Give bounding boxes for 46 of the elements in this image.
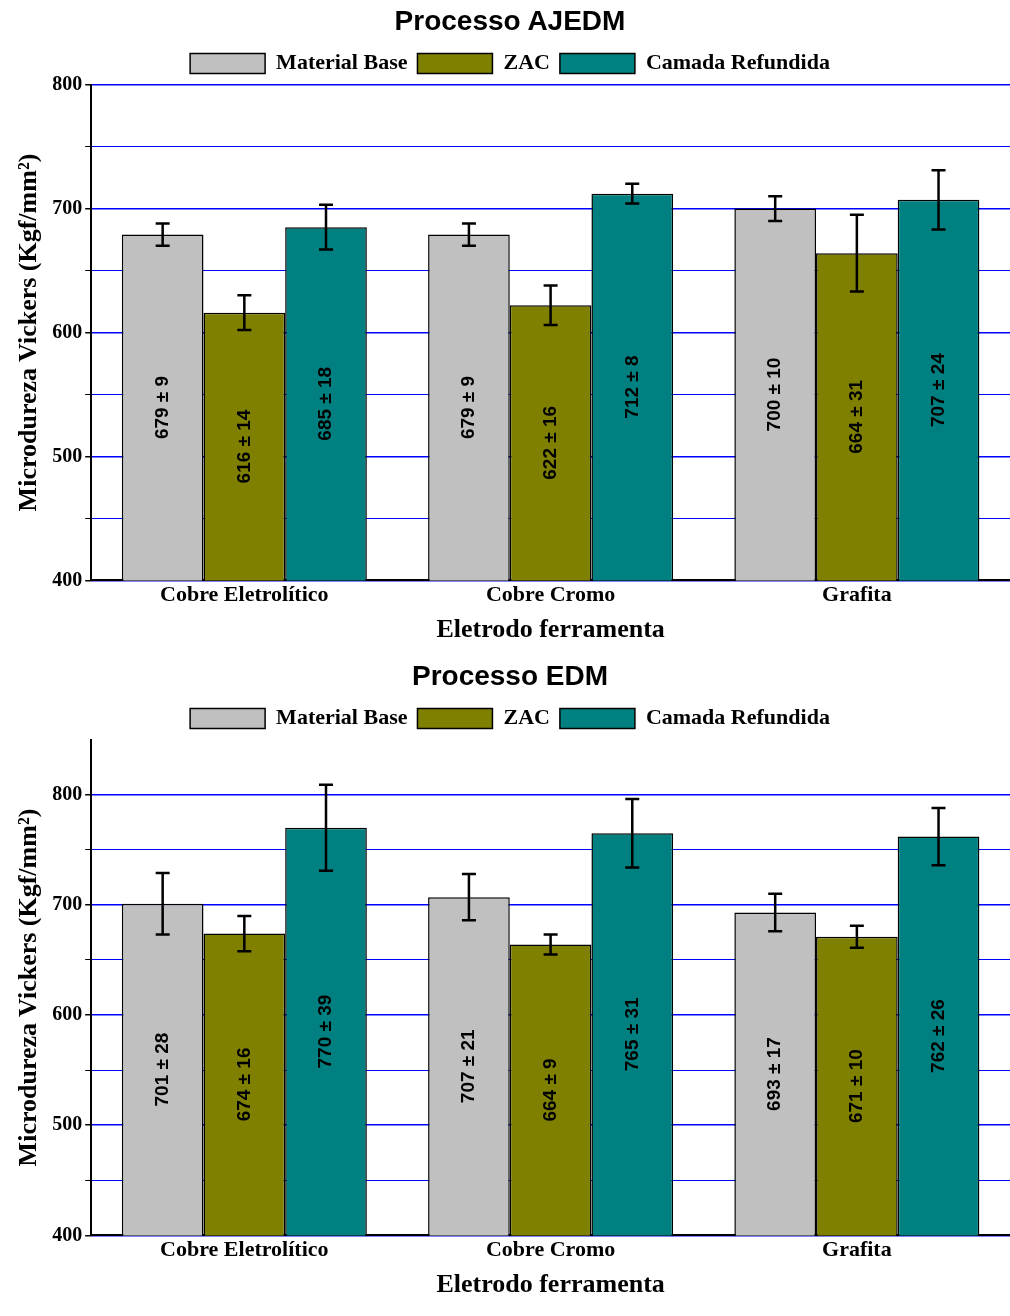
data-label: 693 ± 17 bbox=[763, 1037, 785, 1111]
data-label: 701 ± 28 bbox=[150, 1032, 172, 1107]
x-tick-label: Grafita bbox=[822, 581, 892, 607]
legend-label: Material Base bbox=[276, 704, 408, 730]
y-tick-label: 700 bbox=[52, 195, 83, 218]
data-label: 679 ± 9 bbox=[150, 375, 172, 440]
y-tick-label: 700 bbox=[52, 892, 83, 915]
y-tick-label: 800 bbox=[52, 781, 83, 804]
data-label: 679 ± 9 bbox=[457, 375, 479, 440]
x-tick-label: Cobre Eletrolítico bbox=[160, 581, 329, 607]
data-label: 707 ± 21 bbox=[457, 1028, 479, 1104]
y-tick-label: 800 bbox=[52, 71, 83, 94]
legend-label: Material Base bbox=[276, 49, 408, 75]
data-label: 707 ± 24 bbox=[926, 352, 948, 428]
data-label: 664 ± 31 bbox=[845, 379, 867, 454]
y-tick-label: 400 bbox=[52, 567, 83, 590]
data-label: 762 ± 26 bbox=[926, 999, 948, 1073]
y-tick-label: 400 bbox=[52, 1222, 83, 1245]
y-tick-label: 600 bbox=[52, 319, 83, 342]
chart-title: Processo AJEDM bbox=[394, 4, 626, 36]
data-label: 685 ± 18 bbox=[314, 366, 336, 441]
data-label: 671 ± 10 bbox=[845, 1049, 867, 1124]
legend-label: ZAC bbox=[503, 49, 550, 75]
legend-label: Camada Refundida bbox=[645, 49, 830, 75]
data-label: 616 ± 14 bbox=[232, 409, 254, 484]
x-axis-title: Eletrodo ferramenta bbox=[436, 614, 665, 644]
y-tick-label: 500 bbox=[52, 443, 83, 466]
data-label: 712 ± 8 bbox=[620, 355, 642, 419]
data-label: 765 ± 31 bbox=[620, 996, 642, 1072]
data-label: 700 ± 10 bbox=[763, 357, 785, 432]
y-axis-title: Microdureza Vickers (Kgf/mm²) bbox=[13, 153, 43, 512]
data-label: 770 ± 39 bbox=[314, 994, 336, 1069]
legend-label: ZAC bbox=[503, 704, 550, 730]
x-tick-label: Cobre Eletrolítico bbox=[160, 1236, 329, 1262]
y-tick-label: 600 bbox=[52, 1002, 83, 1025]
data-label: 674 ± 16 bbox=[232, 1047, 254, 1122]
legend-label: Camada Refundida bbox=[645, 704, 830, 730]
data-label: 622 ± 16 bbox=[538, 405, 560, 480]
x-tick-label: Grafita bbox=[822, 1236, 892, 1262]
x-axis-title: Eletrodo ferramenta bbox=[436, 1269, 665, 1299]
x-tick-label: Cobre Cromo bbox=[485, 1236, 616, 1262]
y-tick-label: 500 bbox=[52, 1112, 83, 1135]
chart-title: Processo EDM bbox=[411, 659, 609, 691]
x-tick-label: Cobre Cromo bbox=[485, 581, 616, 607]
y-axis-title: Microdureza Vickers (Kgf/mm²) bbox=[13, 808, 43, 1167]
data-label: 664 ± 9 bbox=[538, 1058, 560, 1122]
